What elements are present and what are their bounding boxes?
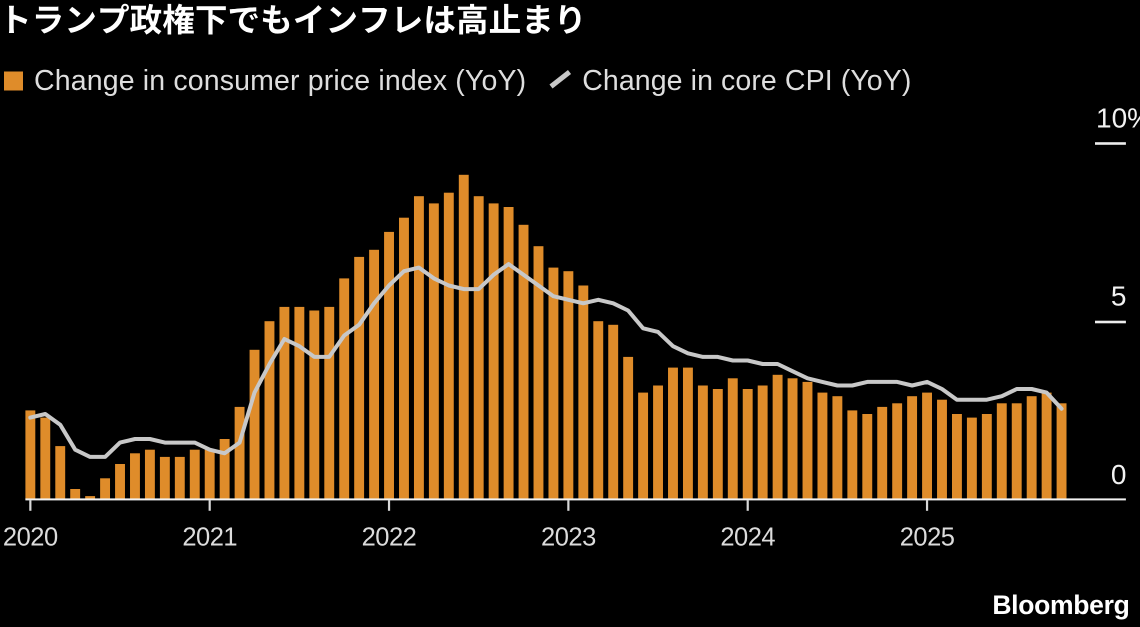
svg-text:2025: 2025 bbox=[900, 524, 955, 552]
svg-text:10%: 10% bbox=[1096, 102, 1140, 133]
svg-text:2020: 2020 bbox=[3, 524, 58, 552]
svg-text:2021: 2021 bbox=[182, 524, 237, 552]
svg-text:Bloomberg: Bloomberg bbox=[992, 590, 1129, 620]
svg-text:Change in consumer price index: Change in consumer price index (YoY) bbox=[34, 65, 526, 97]
svg-text:Change in core CPI (YoY): Change in core CPI (YoY) bbox=[582, 65, 911, 97]
svg-text:0: 0 bbox=[1111, 459, 1127, 490]
svg-text:2022: 2022 bbox=[362, 524, 417, 552]
svg-text:5: 5 bbox=[1111, 280, 1127, 311]
svg-text:2024: 2024 bbox=[720, 524, 775, 552]
svg-text:2023: 2023 bbox=[541, 524, 596, 552]
